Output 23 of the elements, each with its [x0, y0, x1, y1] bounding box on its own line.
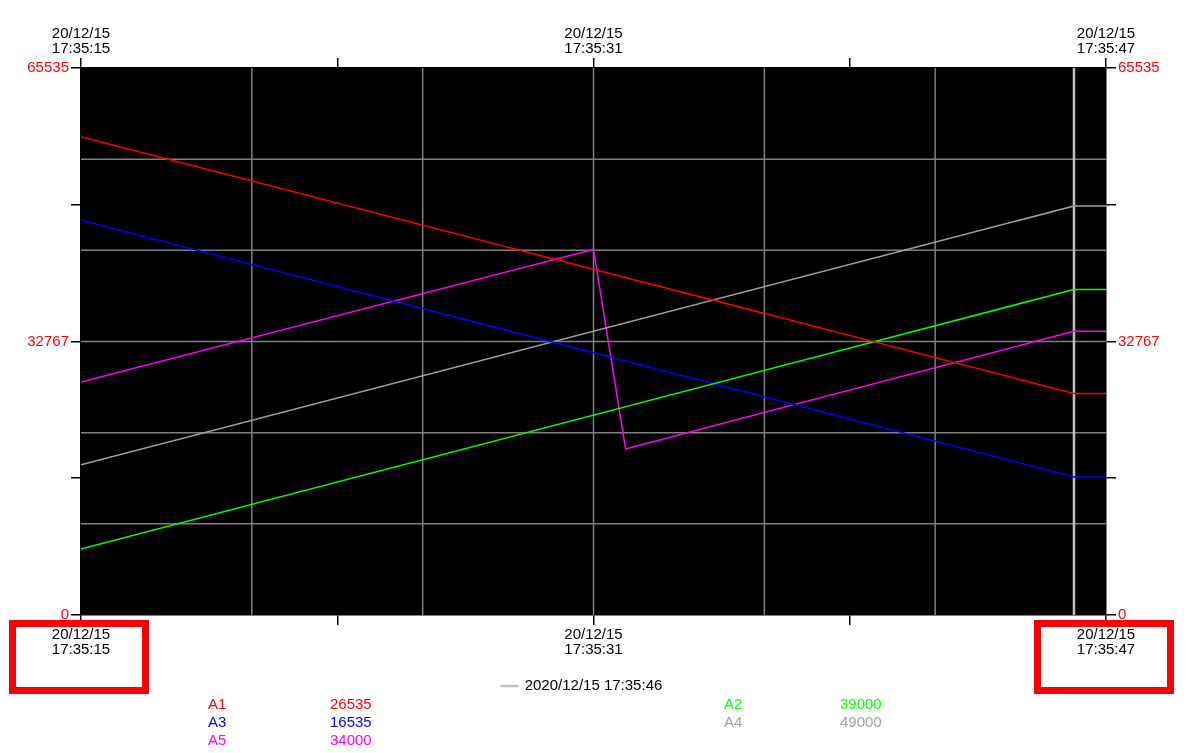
y-tick-label: 0	[60, 605, 69, 623]
text: A1	[208, 695, 227, 713]
text: 39000	[840, 695, 882, 713]
y2-tick-label: 65535	[1118, 58, 1160, 76]
text: A2	[724, 695, 743, 713]
y-tick-label: 32767	[27, 331, 69, 349]
x-tick-label: 20/12/15 17:35:15	[51, 624, 111, 657]
legend-label: 2020/12/15 17:35:46	[524, 675, 663, 693]
x-tick-label: 20/12/15 17:35:31	[564, 624, 623, 657]
x2-tick-label: 20/12/15 17:35:47	[1076, 23, 1136, 56]
text: A5	[208, 731, 227, 749]
y2-tick-label: 32767	[1118, 331, 1160, 349]
x2-tick-label: 20/12/15 17:35:31	[564, 23, 623, 56]
y2-tick-label: 0	[1118, 605, 1127, 623]
text: A3	[208, 713, 227, 731]
text: 49000	[840, 713, 882, 731]
y-tick-label: 65535	[27, 58, 69, 76]
text: A4	[724, 713, 743, 731]
text: 26535	[330, 695, 372, 713]
x-tick-label: 20/12/15 17:35:47	[1076, 624, 1136, 657]
text: 16535	[330, 713, 372, 731]
x2-tick-label: 20/12/15 17:35:15	[51, 23, 111, 56]
text: 34000	[330, 731, 372, 749]
